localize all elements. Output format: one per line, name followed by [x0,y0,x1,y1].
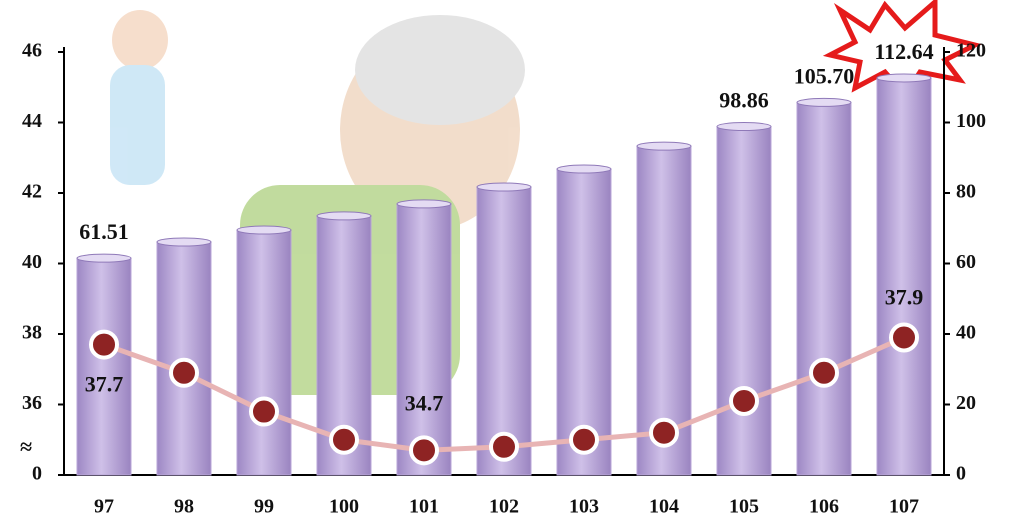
bar [796,101,852,476]
bar-cap [796,97,852,107]
bar-cap [396,199,452,209]
bar [76,257,132,476]
y-tick-label: 44 [22,110,42,132]
line-marker [569,424,599,455]
starburst [822,0,983,100]
y2-tick-label: 120 [956,40,986,62]
bar [396,203,452,476]
line-marker [169,357,199,388]
x-tick-label: 103 [569,496,599,518]
bar-cap [716,122,772,132]
x-tick-label: 105 [729,496,759,518]
y-tick-label: 40 [22,251,42,273]
y2-tick-label: 80 [956,181,976,203]
bar-value-label: 105.70 [794,63,855,88]
line-marker [89,329,119,360]
y-tick-label: 38 [22,322,42,344]
bar-value-label: 112.64 [874,39,933,64]
bar-cap [556,164,612,174]
bar-cap [636,141,692,151]
bar [556,168,612,476]
line-value-label: 37.7 [85,372,124,397]
bar [876,77,932,476]
x-tick-label: 99 [254,496,274,518]
bar-cap [76,253,132,263]
line-value-label: 34.7 [405,390,444,415]
line-marker [329,424,359,455]
x-tick-label: 106 [809,496,839,518]
y-tick-label: 42 [22,181,42,203]
bar [716,126,772,476]
y2-tick-label: 20 [956,392,976,414]
y2-tick-label: 40 [956,322,976,344]
bar-cap [476,182,532,192]
y-tick-label: 46 [22,40,42,62]
line-marker [409,435,439,466]
bar-cap [316,211,372,221]
line-marker [489,431,519,462]
y2-tick-label: 0 [956,463,966,485]
x-tick-label: 107 [889,496,919,518]
y-tick-label: 36 [22,392,42,414]
x-tick-label: 100 [329,496,359,518]
bar-value-label: 98.86 [719,88,769,113]
bar [476,186,532,476]
line-marker [649,417,679,448]
y-tick-label: 0 [32,463,42,485]
line-marker [889,322,919,353]
x-tick-label: 101 [409,496,439,518]
y2-tick-label: 100 [956,110,986,132]
bar [236,229,292,476]
line-marker [729,385,759,416]
x-tick-label: 98 [174,496,194,518]
y2-tick-label: 60 [956,251,976,273]
x-tick-label: 104 [649,496,679,518]
bar-value-label: 61.51 [79,219,129,244]
axis-break: ≈ [20,434,32,459]
x-tick-label: 97 [94,496,114,518]
bar-cap [156,237,212,247]
bar-cap [236,225,292,235]
x-tick-label: 102 [489,496,519,518]
line-marker [249,396,279,427]
line-value-label: 37.9 [885,285,924,310]
bar-cap [876,73,932,83]
line-marker [809,357,839,388]
